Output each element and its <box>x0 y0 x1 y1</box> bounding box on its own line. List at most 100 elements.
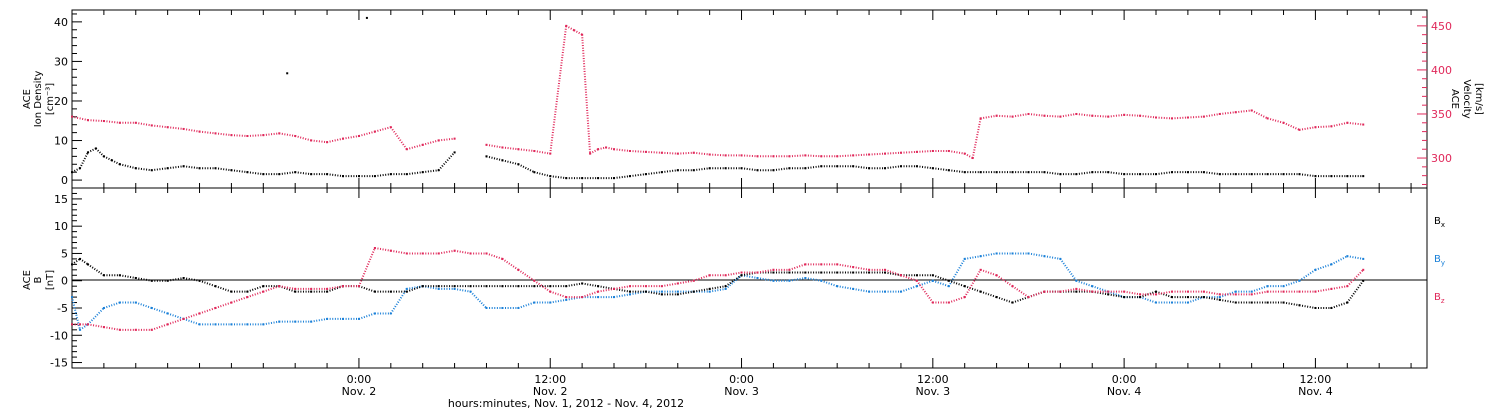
velocity-segment <box>518 148 535 152</box>
velocity-segment <box>390 126 408 150</box>
bx-point <box>1298 304 1301 307</box>
velocity-segment <box>948 150 965 155</box>
by-segment <box>757 277 774 282</box>
by-point <box>1346 255 1349 258</box>
by-point <box>628 293 631 296</box>
bz-segment <box>262 285 280 293</box>
by-segment <box>820 279 838 288</box>
by-point <box>342 317 344 320</box>
velocity-point <box>947 149 950 152</box>
velocity-point <box>884 152 886 155</box>
velocity-segment <box>709 153 726 157</box>
bx-point <box>294 290 297 293</box>
velocity-segment <box>1124 113 1141 117</box>
density-point <box>373 175 376 178</box>
bx-point <box>102 274 105 277</box>
velocity-point <box>405 148 408 151</box>
velocity-point <box>118 121 121 124</box>
bz-point <box>326 287 329 290</box>
by-point <box>804 277 807 279</box>
by-segment <box>805 277 822 282</box>
bz-segment <box>501 258 519 271</box>
density-point <box>947 169 950 172</box>
velocity-point <box>915 150 918 153</box>
bz-point <box>947 301 950 304</box>
velocity-segment <box>502 146 519 151</box>
bz-point <box>1155 293 1157 296</box>
density-point <box>1186 171 1189 174</box>
bz-segment <box>852 266 870 271</box>
density-point <box>740 167 743 170</box>
velocity-point <box>1043 114 1046 117</box>
velocity-segment <box>1203 112 1220 118</box>
bz-segment <box>438 249 455 255</box>
bx-point <box>246 290 249 293</box>
by-point <box>676 290 679 293</box>
velocity-segment <box>916 149 933 153</box>
density-point <box>1234 173 1237 176</box>
by-segment <box>135 301 153 309</box>
by-segment <box>852 287 870 293</box>
bz-point <box>182 317 185 320</box>
velocity-series <box>71 24 1365 160</box>
velocity-point <box>1075 112 1078 115</box>
bx-segment <box>1331 301 1348 309</box>
bz-point <box>724 274 727 277</box>
velocity-point <box>804 154 807 157</box>
bx-point <box>1234 301 1237 304</box>
velocity-point <box>931 149 934 152</box>
density-segment <box>231 169 248 174</box>
density-segment <box>295 171 312 176</box>
density-point <box>71 171 73 174</box>
density-point <box>1091 171 1094 174</box>
bx-point <box>995 296 998 299</box>
velocity-point <box>899 151 902 154</box>
bx-point <box>628 290 631 293</box>
density-point <box>1139 173 1142 176</box>
by-segment <box>1347 255 1364 260</box>
by-point <box>71 296 73 299</box>
velocity-point <box>676 152 679 155</box>
density-point <box>485 155 488 158</box>
bz-segment <box>326 285 344 290</box>
bz-point <box>1059 290 1062 293</box>
bz-point <box>740 271 743 274</box>
day-tick-label: Nov. 2 <box>533 385 568 398</box>
bz-point <box>581 296 584 299</box>
time-tick-label: 0:00 <box>729 373 754 386</box>
bz-point <box>1139 293 1142 296</box>
bz-segment <box>1315 287 1332 293</box>
density-point <box>182 165 185 168</box>
velocity-point <box>772 155 775 158</box>
bz-segment <box>900 274 918 282</box>
velocity-segment <box>1331 121 1348 128</box>
bx-point <box>836 271 839 274</box>
velocity-point <box>549 152 552 155</box>
bx-point <box>437 285 440 288</box>
density-point <box>549 175 552 178</box>
bx-segment <box>693 287 710 293</box>
bx-point <box>581 282 584 285</box>
bz-segment <box>837 263 854 269</box>
bz-segment <box>963 269 982 298</box>
velocity-point <box>573 29 576 32</box>
velocity-point <box>1362 123 1365 126</box>
by-segment <box>103 301 121 309</box>
velocity-tick-label: 300 <box>1431 152 1452 165</box>
velocity-point <box>1282 121 1285 124</box>
density-segment <box>916 165 933 170</box>
density-segment <box>71 167 81 174</box>
by-point <box>1218 296 1221 299</box>
by-segment <box>550 298 567 304</box>
by-point <box>899 290 902 293</box>
velocity-point <box>357 135 360 138</box>
density-point <box>581 177 584 180</box>
bz-point <box>1346 285 1349 288</box>
density-point <box>644 173 647 176</box>
bx-point <box>565 285 568 288</box>
bx-segment <box>1155 290 1173 299</box>
by-segment <box>358 312 376 320</box>
bz-segment <box>1155 290 1173 296</box>
bx-point <box>485 285 488 288</box>
